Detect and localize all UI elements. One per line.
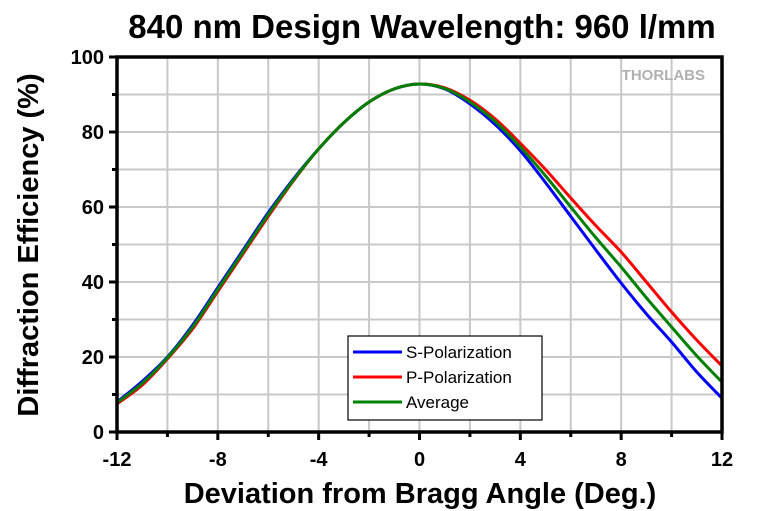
thorlabs-watermark: THORLABS xyxy=(622,67,705,84)
y-tick-label: 80 xyxy=(82,122,104,144)
legend-label: P-Polarization xyxy=(406,368,512,387)
y-ticks: 0 20 40 60 80 100 xyxy=(71,47,117,444)
x-tick-label: 0 xyxy=(414,449,425,471)
x-tick-label: 12 xyxy=(711,449,733,471)
legend: S-Polarization P-Polarization Average xyxy=(347,335,543,421)
legend-label: Average xyxy=(406,393,469,412)
chart-title: 840 nm Design Wavelength: 960 l/mm xyxy=(128,8,715,45)
series-group xyxy=(116,82,724,406)
legend-label: S-Polarization xyxy=(406,343,512,362)
x-tick-label: -4 xyxy=(310,449,329,471)
y-tick-label: 0 xyxy=(93,422,104,444)
x-tick-label: 4 xyxy=(515,449,527,471)
x-ticks: -12 -8 -4 0 4 8 12 xyxy=(103,432,733,471)
y-tick-label: 40 xyxy=(82,272,104,294)
x-tick-label: -8 xyxy=(209,449,227,471)
x-axis-label: Deviation from Bragg Angle (Deg.) xyxy=(184,478,657,510)
y-tick-label: 20 xyxy=(82,347,104,369)
x-tick-label: 8 xyxy=(616,449,627,471)
x-tick-label: -12 xyxy=(103,449,132,471)
y-tick-label: 100 xyxy=(71,47,104,69)
series-line-average xyxy=(116,82,724,404)
y-tick-label: 60 xyxy=(82,197,104,219)
y-axis-label: Diffraction Efficiency (%) xyxy=(13,73,45,416)
